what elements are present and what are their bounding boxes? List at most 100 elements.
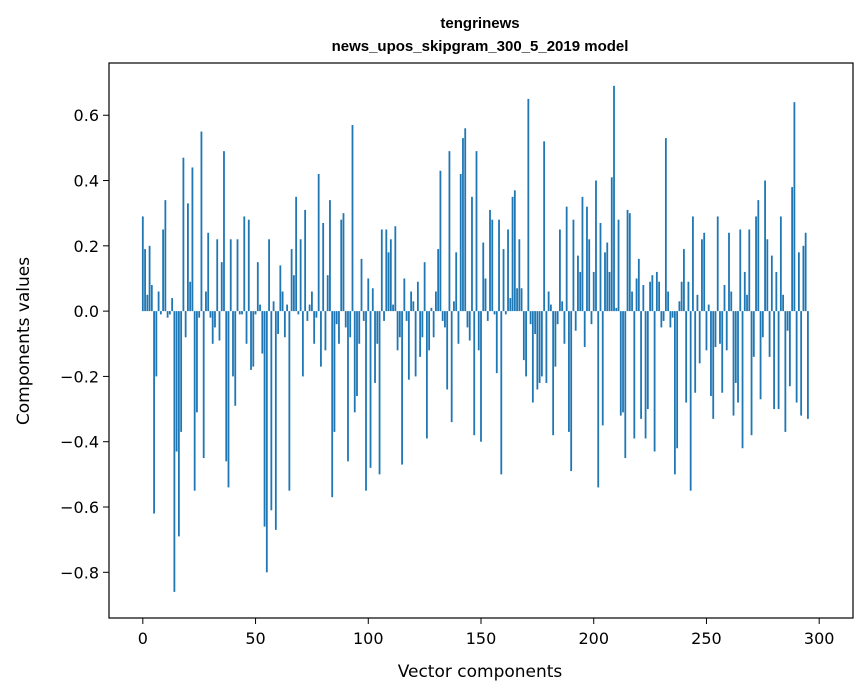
bar <box>637 258 640 312</box>
bar <box>207 232 210 312</box>
bar <box>421 311 424 338</box>
bar <box>597 311 600 488</box>
bar <box>441 311 444 321</box>
bar <box>182 157 185 312</box>
bar <box>692 216 694 312</box>
bar <box>184 311 187 338</box>
bar <box>464 128 467 312</box>
bar <box>425 311 428 439</box>
bar <box>678 301 681 312</box>
bar <box>764 180 766 312</box>
bar <box>320 311 322 367</box>
bar <box>775 271 778 312</box>
bar <box>166 311 169 318</box>
bar <box>405 311 408 321</box>
bar <box>685 311 688 403</box>
bar <box>234 311 237 406</box>
bar <box>164 200 167 312</box>
y-tick-label: 0.2 <box>74 237 99 256</box>
bar <box>144 249 146 312</box>
bar <box>462 138 464 312</box>
bar <box>728 232 730 312</box>
bar <box>385 229 388 312</box>
bar <box>705 311 708 351</box>
bar <box>644 311 647 439</box>
bar <box>281 291 284 312</box>
bar <box>338 311 340 344</box>
bar <box>552 311 555 436</box>
x-tick-label: 200 <box>578 629 609 648</box>
x-tick-label: 150 <box>466 629 497 648</box>
bar <box>367 278 370 312</box>
bar <box>313 311 316 344</box>
bar <box>642 285 645 312</box>
bar <box>202 311 205 459</box>
bar <box>268 239 270 312</box>
bar <box>721 311 724 393</box>
bar <box>498 219 500 312</box>
bar <box>297 311 300 315</box>
bar <box>450 311 453 423</box>
bar <box>247 219 250 312</box>
bar <box>766 239 769 312</box>
bar <box>687 281 690 312</box>
bar <box>658 281 661 312</box>
bar <box>168 311 171 315</box>
bar <box>457 311 460 344</box>
bar <box>471 196 473 312</box>
bar <box>378 311 381 475</box>
bar <box>507 229 509 312</box>
bar <box>265 311 268 573</box>
bar <box>371 288 374 312</box>
bar <box>223 151 225 312</box>
bar <box>351 125 354 312</box>
bar <box>667 291 670 312</box>
bar <box>389 239 392 312</box>
bar <box>500 311 503 475</box>
x-tick-label: 300 <box>804 629 835 648</box>
bar <box>394 226 397 312</box>
bar <box>534 311 537 334</box>
bar <box>743 271 746 312</box>
bar <box>513 190 516 312</box>
bar <box>531 311 534 403</box>
bar <box>595 180 597 312</box>
bar <box>214 311 216 328</box>
bar <box>410 291 413 312</box>
bar <box>680 281 683 312</box>
bar <box>615 307 618 312</box>
bar <box>153 311 155 514</box>
bar <box>311 291 313 312</box>
bar <box>218 311 221 341</box>
bar <box>301 311 304 377</box>
bar <box>583 311 586 348</box>
bar <box>545 311 548 383</box>
y-tick-label: −0.2 <box>60 367 99 386</box>
bar <box>581 196 584 312</box>
bar <box>703 232 706 312</box>
bar <box>295 196 298 312</box>
bar <box>317 174 320 312</box>
bar <box>777 311 780 410</box>
bar <box>750 311 753 436</box>
bar <box>655 271 658 312</box>
y-axis-label: Components values <box>14 257 34 425</box>
bar <box>664 138 667 312</box>
bar <box>414 311 417 377</box>
x-axis: 0 50 100 150 200 250 300 <box>138 618 835 648</box>
bar <box>707 304 710 312</box>
bar <box>489 209 491 312</box>
bar <box>748 229 751 312</box>
bar <box>162 229 165 312</box>
bar <box>723 285 726 312</box>
bar <box>800 311 803 416</box>
bar <box>150 285 153 312</box>
bar <box>315 311 318 318</box>
bar <box>626 209 629 312</box>
bar <box>416 281 419 312</box>
bar <box>804 232 807 312</box>
bar <box>572 219 575 312</box>
bar <box>324 311 327 351</box>
bar <box>502 249 505 312</box>
bar <box>646 311 649 410</box>
